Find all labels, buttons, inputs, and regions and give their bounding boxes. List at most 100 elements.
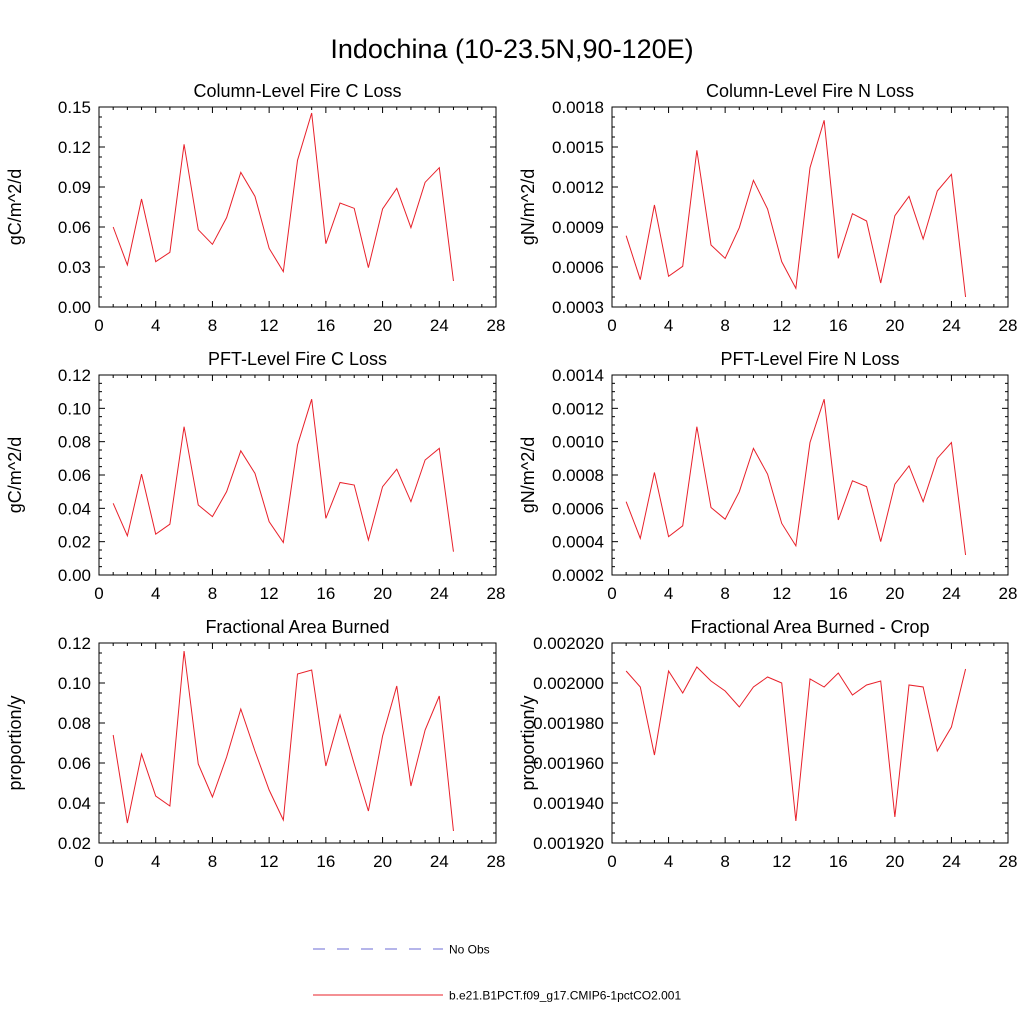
x-tick-label: 4: [664, 316, 673, 335]
x-tick-label: 20: [373, 852, 392, 871]
chart-panel-3: 0 4 8 12 16 20 24 28 0.00 0.02 0.04 0.06 0.08 0.10 0.1…: [5, 349, 505, 603]
x-tick-label: 20: [373, 316, 392, 335]
y-tick-label: 0.00: [58, 566, 91, 585]
x-tick-label: 12: [260, 852, 279, 871]
y-tick-label: 0.08: [58, 714, 91, 733]
x-tick-label: 8: [720, 316, 729, 335]
y-tick-label: 0.04: [58, 794, 91, 813]
y-tick-label: 0.0012: [552, 399, 604, 418]
y-tick-label: 0.08: [58, 433, 91, 452]
panel-title: Fractional Area Burned: [205, 617, 389, 637]
y-tick-label: 0.15: [58, 98, 91, 117]
y-axis-label: gN/m^2/d: [518, 169, 538, 245]
x-tick-label: 12: [260, 316, 279, 335]
chart-panel-4: 0 4 8 12 16 20 24 28 0.0002 0.0004 0.0006 0.0008 0.0…: [518, 349, 1017, 603]
legend: No Obs b.e21.B1PCT.f09_g17.CMIP6-1pctCO2…: [313, 943, 681, 1003]
y-tick-label: 0.0015: [552, 138, 604, 157]
y-tick-label: 0.0003: [552, 298, 604, 317]
x-tick-label: 16: [316, 852, 335, 871]
series-line: [625, 666, 967, 822]
series-line: [112, 650, 454, 832]
y-tick-label: 0.0012: [552, 178, 604, 197]
x-tick-label: 4: [151, 316, 160, 335]
series-line: [112, 399, 454, 552]
x-tick-label: 12: [772, 584, 791, 603]
x-tick-label: 4: [151, 852, 160, 871]
y-tick-label: 0.0009: [552, 218, 604, 237]
x-tick-label: 16: [316, 584, 335, 603]
y-tick-label: 0.001960: [533, 754, 604, 773]
y-tick-label: 0.12: [58, 138, 91, 157]
x-tick-label: 24: [430, 316, 449, 335]
legend-label-model: b.e21.B1PCT.f09_g17.CMIP6-1pctCO2.001: [449, 989, 681, 1003]
chart-panel-2: 0 4 8 12 16 20 24 28 0.0003 0.0006 0.0009 0.0012 0.0…: [518, 81, 1017, 335]
legend-label-no-obs: No Obs: [449, 943, 490, 957]
x-tick-label: 28: [487, 584, 506, 603]
figure-title: Indochina (10-23.5N,90-120E): [330, 34, 693, 64]
y-tick-label: 0.002020: [533, 634, 604, 653]
series-line: [625, 399, 967, 556]
plot-frame: [611, 106, 1009, 308]
y-tick-label: 0.0006: [552, 499, 604, 518]
plot-frame: [98, 106, 497, 308]
x-tick-label: 0: [607, 852, 616, 871]
x-tick-label: 8: [208, 852, 217, 871]
x-tick-label: 0: [607, 316, 616, 335]
y-tick-label: 0.10: [58, 674, 91, 693]
y-axis-label: gC/m^2/d: [5, 437, 25, 513]
chart-panel-5: 0 4 8 12 16 20 24 28 0.02 0.04 0.06 0.08 0.10 0.12 Fra…: [5, 617, 505, 871]
x-tick-label: 12: [772, 316, 791, 335]
y-tick-label: 0.12: [58, 634, 91, 653]
x-tick-label: 8: [720, 584, 729, 603]
y-tick-label: 0.001940: [533, 794, 604, 813]
y-tick-label: 0.02: [58, 533, 91, 552]
x-tick-label: 24: [942, 316, 961, 335]
x-tick-label: 8: [208, 584, 217, 603]
x-tick-label: 28: [487, 316, 506, 335]
panel-title: PFT-Level Fire C Loss: [208, 349, 387, 369]
x-tick-label: 16: [829, 584, 848, 603]
x-tick-label: 0: [607, 584, 616, 603]
y-tick-label: 0.0004: [552, 533, 604, 552]
y-tick-label: 0.0002: [552, 566, 604, 585]
series-line: [625, 120, 967, 298]
chart-panel-1: 0 4 8 12 16 20 24 28 0.00 0.03 0.06 0.09 0.12 0.15 Col…: [5, 81, 505, 335]
plot-frame: [98, 374, 497, 576]
x-tick-label: 28: [999, 316, 1018, 335]
panel-title: PFT-Level Fire N Loss: [720, 349, 899, 369]
x-tick-label: 4: [664, 584, 673, 603]
x-tick-label: 16: [829, 852, 848, 871]
x-tick-label: 28: [487, 852, 506, 871]
y-axis-label: proportion/y: [5, 695, 25, 790]
y-tick-label: 0.09: [58, 178, 91, 197]
y-tick-label: 0.12: [58, 366, 91, 385]
panel-title: Column-Level Fire N Loss: [706, 81, 914, 101]
x-tick-label: 4: [151, 584, 160, 603]
chart-panel-6: 0 4 8 12 16 20 24 28 0.001920 0.001940 0.001960 0.0…: [518, 617, 1017, 871]
plot-frame: [611, 374, 1009, 576]
y-tick-label: 0.0014: [552, 366, 604, 385]
x-tick-label: 20: [885, 852, 904, 871]
x-tick-label: 0: [94, 584, 103, 603]
y-axis-label: gC/m^2/d: [5, 169, 25, 245]
x-tick-label: 16: [829, 316, 848, 335]
y-tick-label: 0.0006: [552, 258, 604, 277]
x-tick-label: 16: [316, 316, 335, 335]
y-tick-label: 0.06: [58, 754, 91, 773]
plot-frame: [611, 642, 1009, 844]
x-tick-label: 8: [720, 852, 729, 871]
x-tick-label: 4: [664, 852, 673, 871]
x-tick-label: 28: [999, 852, 1018, 871]
y-tick-label: 0.00: [58, 298, 91, 317]
x-tick-label: 24: [430, 584, 449, 603]
y-tick-label: 0.02: [58, 834, 91, 853]
y-tick-label: 0.002000: [533, 674, 604, 693]
x-tick-label: 20: [885, 584, 904, 603]
x-tick-label: 0: [94, 852, 103, 871]
chart-panels: 0 4 8 12 16 20 24 28 0.00 0.03 0.06 0.09 0.12 0.15 Col…: [5, 81, 1017, 871]
y-tick-label: 0.0010: [552, 433, 604, 452]
y-tick-label: 0.0018: [552, 98, 604, 117]
y-tick-label: 0.04: [58, 499, 91, 518]
